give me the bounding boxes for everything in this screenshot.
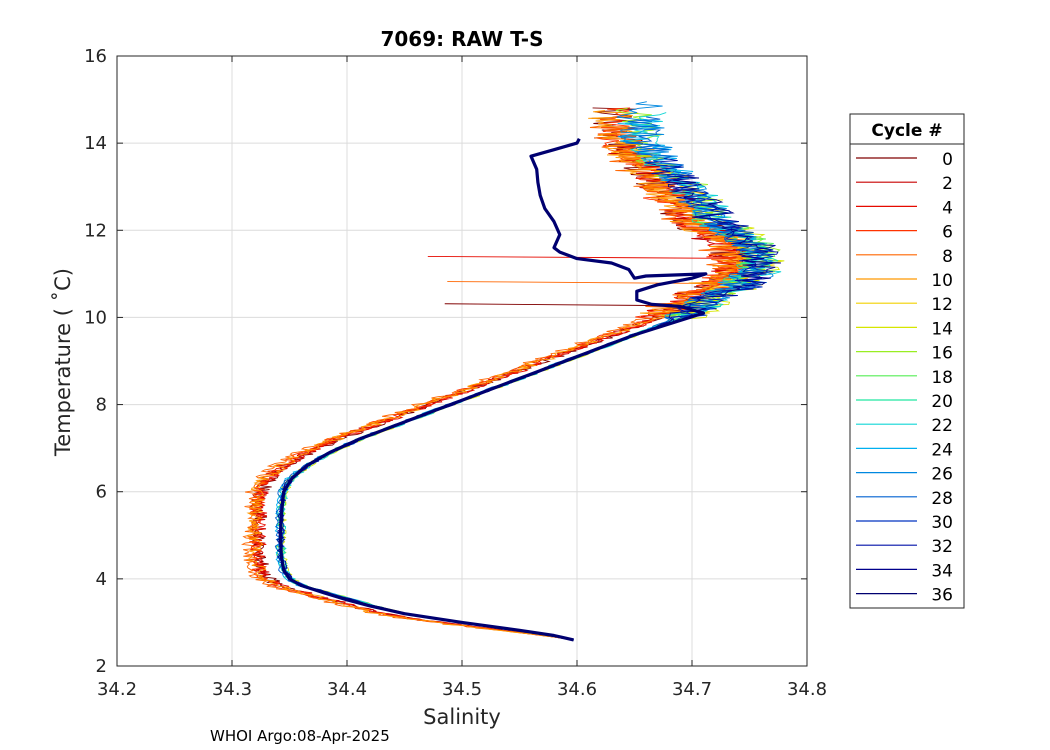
y-tick-label: 10 [84, 307, 107, 328]
y-tick-label: 12 [84, 220, 107, 241]
x-tick-label: 34.3 [212, 679, 252, 700]
footer-note: WHOI Argo:08-Apr-2025 [210, 727, 390, 745]
legend-label: 6 [942, 223, 953, 243]
legend-label: 14 [931, 319, 953, 339]
legend-label: 34 [931, 561, 953, 581]
x-tick-label: 34.7 [672, 679, 712, 700]
legend-label: 16 [931, 344, 953, 364]
x-tick-label: 34.4 [327, 679, 367, 700]
legend-label: 24 [931, 440, 953, 460]
legend-label: 28 [931, 489, 953, 509]
y-tick-label: 14 [84, 133, 107, 154]
legend-label: 20 [931, 392, 953, 412]
data-series [240, 101, 785, 642]
series-cycle-10 [246, 110, 754, 641]
spike-cycle-4 [427, 255, 761, 260]
series-cycle-36 [278, 138, 708, 642]
legend-label: 0 [942, 150, 953, 170]
legend: Cycle # 02468101214161820222426283032343… [849, 113, 965, 609]
legend-label: 12 [931, 295, 953, 315]
legend-label: 36 [931, 586, 953, 606]
axis-ticks: 34.2 34.3 34.4 34.5 34.6 34.7 34.8 2 4 6 8 10 12 14 16 [84, 46, 827, 700]
legend-title: Cycle # [871, 121, 942, 141]
x-tick-label: 34.6 [557, 679, 597, 700]
chart-title: 7069: RAW T-S [380, 27, 543, 51]
y-tick-label: 2 [96, 656, 107, 677]
y-tick-label: 8 [96, 395, 107, 416]
series-cycle-6 [247, 107, 758, 641]
y-tick-label: 4 [96, 569, 107, 590]
legend-label: 22 [931, 416, 953, 436]
x-tick-label: 34.8 [787, 679, 827, 700]
y-axis-label: Temperature ( ˚C) [51, 268, 75, 457]
legend-label: 8 [942, 247, 953, 267]
y-tick-label: 16 [84, 46, 107, 67]
legend-label: 10 [931, 271, 953, 291]
x-tick-label: 34.5 [442, 679, 482, 700]
legend-label: 32 [931, 537, 953, 557]
legend-label: 18 [931, 368, 953, 388]
x-tick-label: 34.2 [97, 679, 137, 700]
legend-label: 26 [931, 465, 953, 485]
legend-label: 2 [942, 174, 953, 194]
legend-label: 30 [931, 513, 953, 533]
y-tick-label: 6 [96, 482, 107, 503]
x-axis-label: Salinity [423, 705, 501, 729]
legend-label: 4 [942, 198, 953, 218]
legend-box [849, 113, 965, 609]
